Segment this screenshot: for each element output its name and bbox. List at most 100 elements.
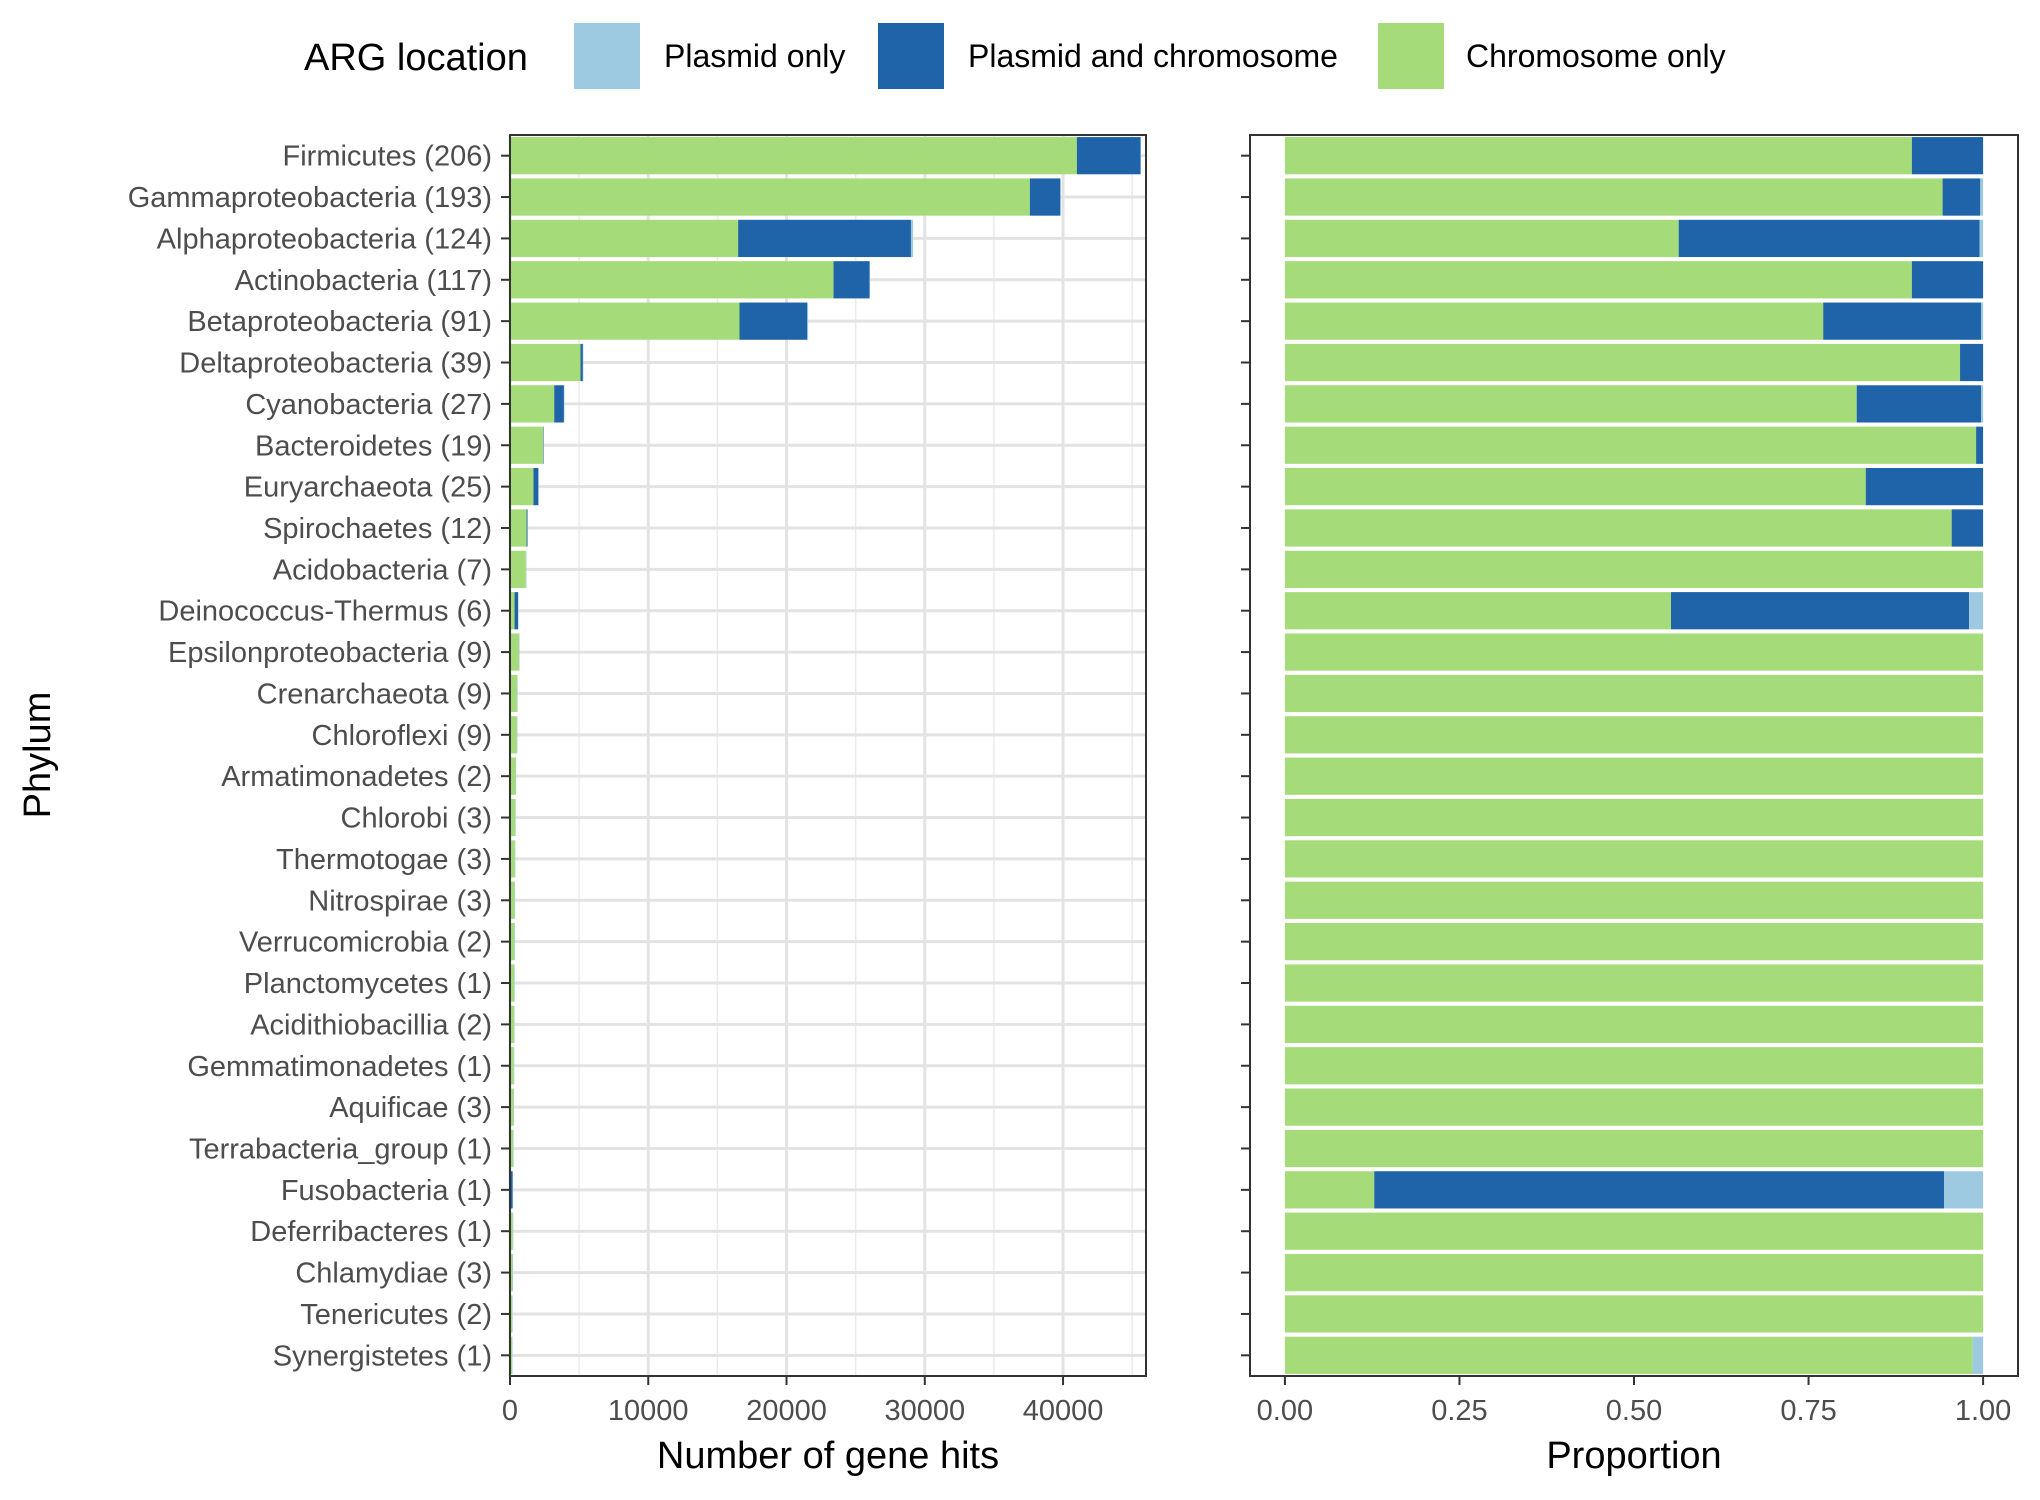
bar-segment-chromosome-only bbox=[510, 468, 534, 506]
y-axis-title: Phylum bbox=[17, 692, 59, 819]
bar-segment-plasmid-only bbox=[807, 302, 809, 340]
bar-segment-chromosome-only bbox=[1284, 1212, 1984, 1250]
panel-proportion: 0.00 0.25 0.50 0.75 1.00 Proportion bbox=[1241, 134, 2019, 1477]
x-tick-label: 10000 bbox=[608, 1395, 689, 1427]
x-tick-label: 1.00 bbox=[1955, 1395, 2011, 1427]
bar-segment-chromosome-only bbox=[510, 592, 515, 630]
bar-segment-plasmid-and-chromosome bbox=[510, 1171, 513, 1209]
bar-segment-chromosome-only bbox=[1284, 1336, 1973, 1374]
bar-segment-plasmid-only bbox=[512, 1212, 514, 1250]
y-tick-label: Aquificae (3) bbox=[329, 1092, 492, 1124]
bar-segment-chromosome-only bbox=[1284, 840, 1984, 878]
bar-segment-chromosome-only bbox=[1284, 1129, 1984, 1168]
bar-segment-plasmid-only bbox=[1979, 219, 1984, 258]
bar-segment-chromosome-only bbox=[510, 716, 517, 754]
bar-segment-chromosome-only bbox=[510, 178, 1030, 216]
y-tick-label: Acidithiobacillia (2) bbox=[250, 1009, 492, 1041]
bar-segment-plasmid-only bbox=[1980, 385, 1984, 423]
bar-segment-plasmid-and-chromosome bbox=[1076, 137, 1141, 175]
y-tick-label: Cyanobacteria (27) bbox=[245, 389, 492, 421]
bar-segment-plasmid-only bbox=[582, 343, 584, 382]
bar-segment-plasmid-and-chromosome bbox=[738, 219, 911, 258]
y-tick-label: Deferribacteres (1) bbox=[250, 1216, 492, 1248]
bar-segment-plasmid-only bbox=[1060, 178, 1061, 216]
bar-segment-chromosome-only bbox=[510, 261, 834, 299]
bar-segment-plasmid-only bbox=[527, 509, 528, 547]
bar-segment-plasmid-and-chromosome bbox=[1942, 178, 1981, 216]
bar-segment-plasmid-only bbox=[869, 261, 870, 299]
bar-segment-plasmid-and-chromosome bbox=[1671, 592, 1970, 630]
bar-segment-chromosome-only bbox=[1284, 881, 1984, 919]
y-tick-label: Bacteroidetes (19) bbox=[255, 430, 492, 462]
bar-segment-chromosome-only bbox=[1284, 1171, 1375, 1209]
bar-segment-chromosome-only bbox=[1284, 550, 1984, 588]
bar-segment-chromosome-only bbox=[1284, 757, 1984, 795]
y-tick-label: Chlamydiae (3) bbox=[295, 1258, 492, 1290]
bar-segment-chromosome-only bbox=[510, 1005, 515, 1043]
bar-segment-chromosome-only bbox=[1284, 798, 1984, 837]
legend-label-1: Plasmid and chromosome bbox=[968, 38, 1338, 74]
bar-segment-plasmid-only bbox=[518, 633, 520, 671]
y-tick-label: Verrucomicrobia (2) bbox=[239, 927, 492, 959]
bar-segment-chromosome-only bbox=[1284, 1047, 1984, 1085]
bar-segment-plasmid-and-chromosome bbox=[1865, 468, 1984, 506]
bar-segment-chromosome-only bbox=[510, 674, 518, 713]
bar-segment-plasmid-only bbox=[517, 674, 518, 713]
x-tick-label: 0.00 bbox=[1257, 1395, 1313, 1427]
x-axis-title: Proportion bbox=[1546, 1435, 1721, 1477]
y-tick-label: Chloroflexi (9) bbox=[312, 720, 493, 752]
bar-segment-plasmid-only bbox=[910, 219, 914, 258]
bar-segment-chromosome-only bbox=[1284, 633, 1984, 671]
legend-key-0 bbox=[574, 23, 640, 89]
bar-segment-plasmid-only bbox=[1972, 1336, 1984, 1374]
bar-segment-chromosome-only bbox=[510, 1212, 513, 1250]
bar-segment-plasmid-only bbox=[512, 1295, 513, 1333]
x-tick-label: 20000 bbox=[746, 1395, 827, 1427]
bar-segment-plasmid-only bbox=[515, 798, 516, 837]
bar-segment-plasmid-only bbox=[525, 550, 527, 588]
bar-segment-chromosome-only bbox=[1284, 674, 1984, 713]
bar-segment-chromosome-only bbox=[1284, 509, 1952, 547]
bar-segment-chromosome-only bbox=[510, 757, 516, 795]
bar-segment-plasmid-and-chromosome bbox=[514, 592, 519, 630]
bar-segment-chromosome-only bbox=[510, 633, 519, 671]
legend-key-2 bbox=[1378, 23, 1444, 89]
bar-segment-plasmid-only bbox=[514, 923, 515, 961]
bar-segment-chromosome-only bbox=[1284, 385, 1857, 423]
y-tick-label: Planctomycetes (1) bbox=[244, 968, 492, 1000]
bar-segment-plasmid-only bbox=[513, 1088, 514, 1126]
bar-segment-plasmid-only bbox=[513, 1047, 515, 1085]
bar-segment-plasmid-and-chromosome bbox=[1960, 343, 1984, 382]
bar-segment-chromosome-only bbox=[1284, 923, 1984, 961]
x-tick-label: 30000 bbox=[884, 1395, 965, 1427]
bar-segment-chromosome-only bbox=[510, 881, 515, 919]
bar-segment-plasmid-only bbox=[543, 426, 544, 464]
bar-segment-plasmid-and-chromosome bbox=[554, 385, 564, 423]
bar-segment-chromosome-only bbox=[1284, 426, 1977, 464]
x-axis-title: Number of gene hits bbox=[657, 1435, 999, 1477]
bar-segment-chromosome-only bbox=[1284, 137, 1912, 175]
bar-segment-plasmid-only bbox=[513, 1129, 514, 1168]
x-tick-label: 40000 bbox=[1023, 1395, 1104, 1427]
bar-segment-chromosome-only bbox=[1284, 219, 1679, 258]
y-tick-label: Spirochaetes (12) bbox=[263, 513, 492, 545]
legend-label-0: Plasmid only bbox=[664, 38, 845, 74]
y-tick-label: Firmicutes (206) bbox=[283, 141, 493, 173]
bar-segment-plasmid-only bbox=[1140, 137, 1141, 175]
bar-segment-plasmid-only bbox=[514, 840, 516, 878]
bar-segment-plasmid-only bbox=[563, 385, 565, 423]
bar-segment-plasmid-and-chromosome bbox=[526, 509, 528, 547]
bar-segment-plasmid-and-chromosome bbox=[1374, 1171, 1944, 1209]
bar-segment-plasmid-and-chromosome bbox=[1823, 302, 1981, 340]
legend: ARG location Plasmid only Plasmid and chr… bbox=[304, 23, 1726, 89]
bar-segment-chromosome-only bbox=[510, 1253, 513, 1292]
bar-segment-plasmid-and-chromosome bbox=[1951, 509, 1984, 547]
y-tick-label: Deltaproteobacteria (39) bbox=[179, 348, 492, 380]
bar-segment-chromosome-only bbox=[1284, 592, 1672, 630]
y-tick-label: Tenericutes (2) bbox=[300, 1299, 492, 1331]
bar-segment-plasmid-and-chromosome bbox=[580, 343, 583, 382]
bar-segment-plasmid-and-chromosome bbox=[543, 426, 544, 464]
bar-segment-chromosome-only bbox=[510, 137, 1077, 175]
bar-segment-chromosome-only bbox=[510, 219, 739, 258]
bar-segment-chromosome-only bbox=[510, 1088, 514, 1126]
